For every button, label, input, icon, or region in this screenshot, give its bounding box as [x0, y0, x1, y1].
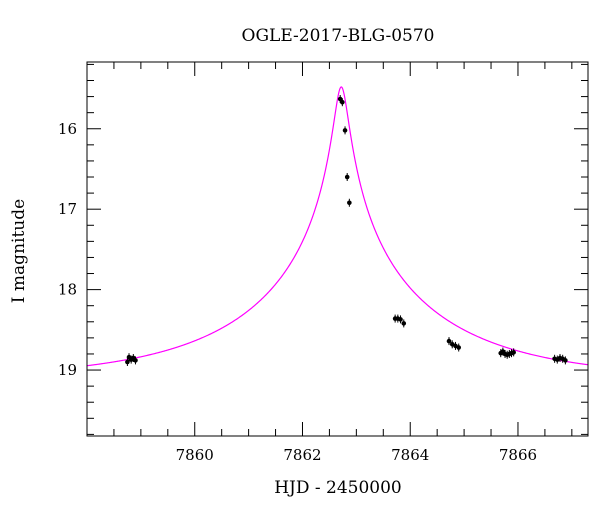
y-tick-label: 16: [58, 120, 77, 138]
y-axis-label: I magnitude: [9, 199, 29, 303]
data-point: [563, 358, 568, 363]
x-axis-label: HJD - 2450000: [274, 478, 402, 498]
chart-title: OGLE-2017-BLG-0570: [242, 26, 435, 46]
data-point: [401, 321, 407, 326]
x-tick-label: 7862: [283, 446, 321, 464]
data-point: [456, 345, 462, 350]
data-point: [511, 350, 516, 355]
data-point: [133, 358, 138, 363]
y-tick-label: 18: [58, 281, 77, 299]
data-point: [344, 174, 350, 180]
data-point: [347, 200, 352, 206]
x-tick-label: 7866: [499, 446, 537, 464]
y-tick-label: 19: [58, 361, 77, 379]
data-point: [342, 128, 348, 133]
data-point: [398, 317, 403, 322]
y-tick-label: 17: [58, 200, 77, 218]
model-curve: [86, 86, 589, 367]
plot-area: 7860 7862 7864 7866 16 17 18 19: [58, 61, 589, 464]
data-point: [340, 99, 345, 105]
x-tick-label: 7864: [391, 446, 429, 464]
x-tick-label: 7860: [176, 446, 214, 464]
data-point: [446, 338, 452, 344]
plot-frame: [86, 61, 589, 437]
